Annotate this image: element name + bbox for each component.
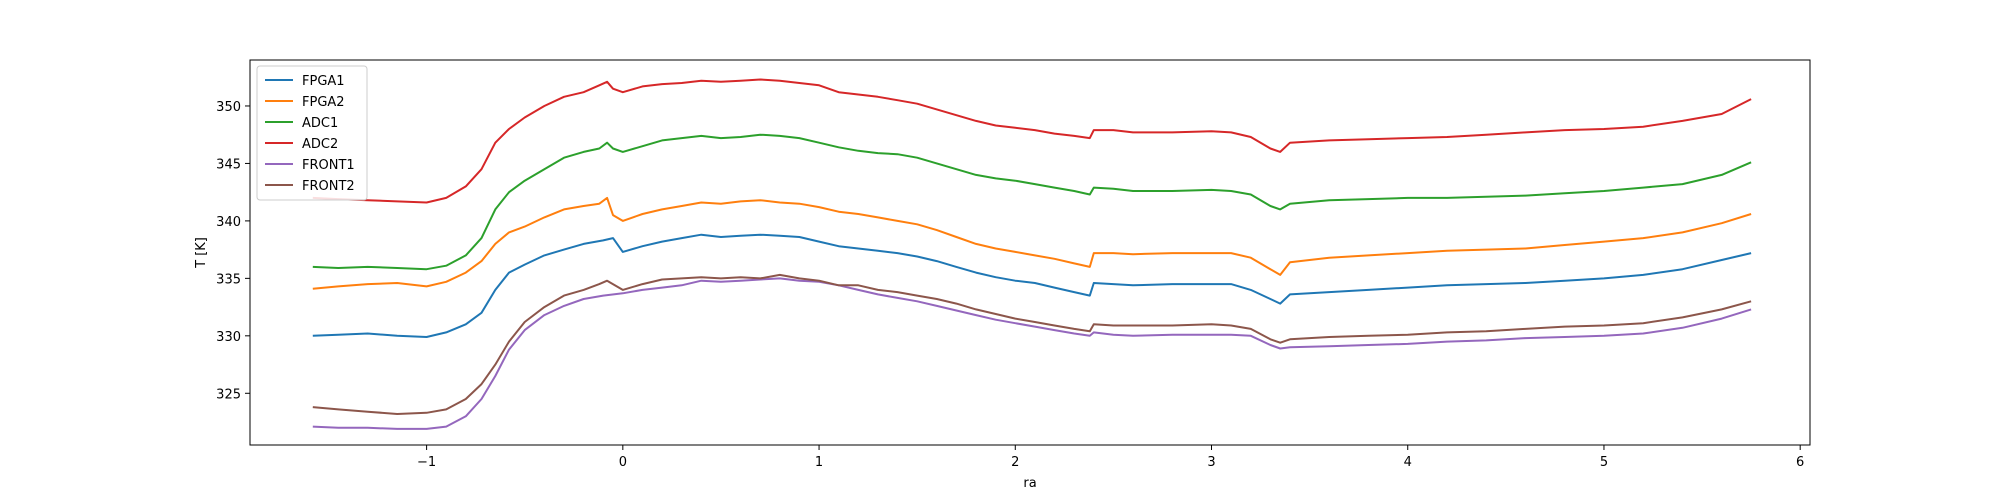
series-line-front1 (312, 277, 1752, 430)
legend: FPGA1 FPGA2 ADC1 ADC2 FRONT1 FRONT2 (256, 65, 368, 201)
series-line-adc2 (312, 78, 1752, 204)
x-tick-label: 2 (1011, 455, 1019, 470)
legend-label-front2: FRONT2 (302, 179, 355, 194)
series-line-front2 (312, 273, 1752, 415)
series-line-fpga1 (312, 233, 1752, 338)
plot-frame (249, 59, 1811, 446)
y-tick-label: 330 (216, 330, 241, 345)
x-tick-label: 4 (1404, 455, 1412, 470)
x-tick-label: 6 (1796, 455, 1804, 470)
y-tick-label: 350 (216, 100, 241, 115)
y-axis-ticks: 325 330 335 340 345 350 (216, 100, 250, 402)
x-tick-label: 3 (1207, 455, 1215, 470)
x-tick-label: 5 (1600, 455, 1608, 470)
legend-label-fpga2: FPGA2 (302, 95, 345, 110)
y-tick-label: 345 (216, 157, 241, 172)
x-tick-label: −1 (417, 455, 436, 470)
x-axis-ticks: −1 0 1 2 3 4 5 6 (417, 445, 1804, 470)
y-axis-label: T [K] (194, 237, 209, 269)
x-axis-label: ra (1023, 476, 1036, 491)
legend-label-adc2: ADC2 (302, 137, 338, 152)
y-tick-label: 335 (216, 272, 241, 287)
x-tick-label: 0 (619, 455, 627, 470)
series-line-fpga2 (312, 196, 1752, 290)
y-tick-label: 325 (216, 387, 241, 402)
legend-box (256, 65, 368, 201)
legend-label-adc1: ADC1 (302, 116, 338, 131)
plot-lines (312, 78, 1752, 430)
y-tick-label: 340 (216, 215, 241, 230)
legend-label-fpga1: FPGA1 (302, 74, 345, 89)
x-tick-label: 1 (815, 455, 823, 470)
series-line-adc1 (312, 133, 1752, 271)
legend-label-front1: FRONT1 (302, 158, 355, 173)
